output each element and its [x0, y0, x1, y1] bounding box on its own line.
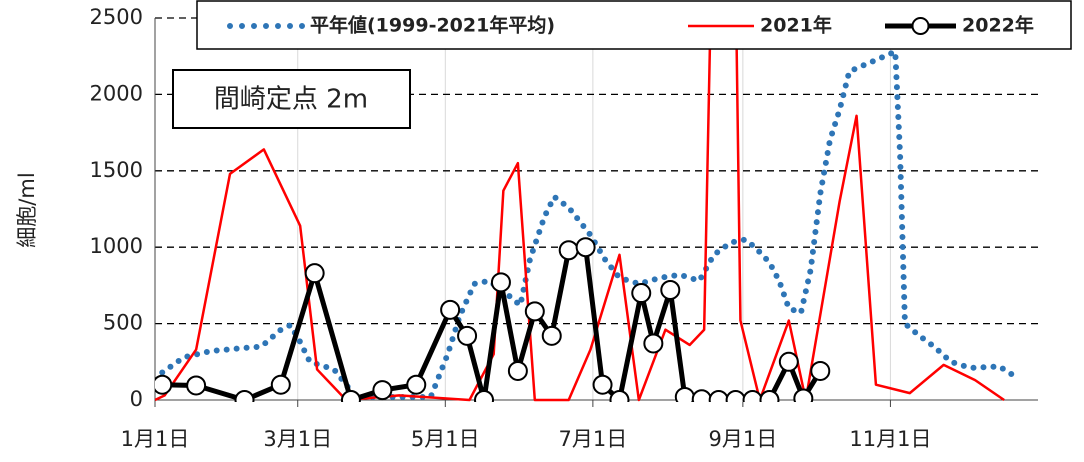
- marker: [708, 390, 729, 402]
- marker: [474, 390, 495, 402]
- marker: [793, 388, 814, 402]
- annotation-box: [172, 69, 411, 129]
- y-tick-label: 2500: [90, 5, 143, 29]
- marker: [609, 390, 630, 402]
- legend-label: 2022年: [962, 14, 1034, 37]
- marker: [304, 263, 325, 284]
- y-tick-label: 0: [130, 387, 143, 411]
- marker: [660, 279, 681, 300]
- y-tick-label: 1500: [90, 158, 143, 182]
- marker: [643, 333, 664, 354]
- marker: [558, 240, 579, 261]
- marker: [186, 375, 207, 396]
- marker: [674, 386, 695, 402]
- y-tick-label: 2000: [90, 81, 143, 105]
- marker: [759, 390, 780, 402]
- marker: [742, 390, 763, 402]
- marker: [691, 389, 712, 402]
- x-tick-label: 1月1日: [121, 427, 190, 451]
- x-tick-label: 3月1日: [263, 427, 332, 451]
- marker: [234, 390, 255, 402]
- marker: [575, 237, 596, 258]
- legend: 平年値(1999-2021年平均) 2021年 2022年: [196, 0, 1072, 50]
- marker: [406, 374, 427, 395]
- marker: [490, 272, 511, 293]
- marker: [778, 351, 799, 372]
- marker: [725, 390, 746, 402]
- series-line: [159, 48, 1017, 400]
- marker: [524, 301, 545, 322]
- marker: [541, 325, 562, 346]
- y-tick-label: 1000: [90, 234, 143, 258]
- marker: [155, 374, 173, 395]
- marker: [372, 380, 393, 401]
- marker: [270, 374, 291, 395]
- x-tick-label: 5月1日: [411, 427, 480, 451]
- y-tick-label: 500: [103, 311, 143, 335]
- annotation: 間崎定点 2m: [214, 85, 368, 115]
- marker: [507, 360, 528, 381]
- marker: [457, 325, 478, 346]
- plot-area: [155, 18, 1017, 402]
- x-tick-label: 9月1日: [708, 427, 777, 451]
- marker: [340, 390, 361, 402]
- series-line: [155, 18, 1005, 402]
- marker: [810, 360, 831, 381]
- legend-marker: [911, 17, 930, 35]
- marker: [631, 283, 652, 304]
- x-tick-label: 11月1日: [849, 427, 931, 451]
- marker: [440, 299, 461, 320]
- legend-label: 平年値(1999-2021年平均): [310, 14, 555, 37]
- marker: [592, 374, 613, 395]
- y-axis-label: 細胞/ml: [15, 172, 39, 247]
- x-tick-label: 7月1日: [559, 427, 628, 451]
- legend-label: 2021年: [760, 14, 832, 37]
